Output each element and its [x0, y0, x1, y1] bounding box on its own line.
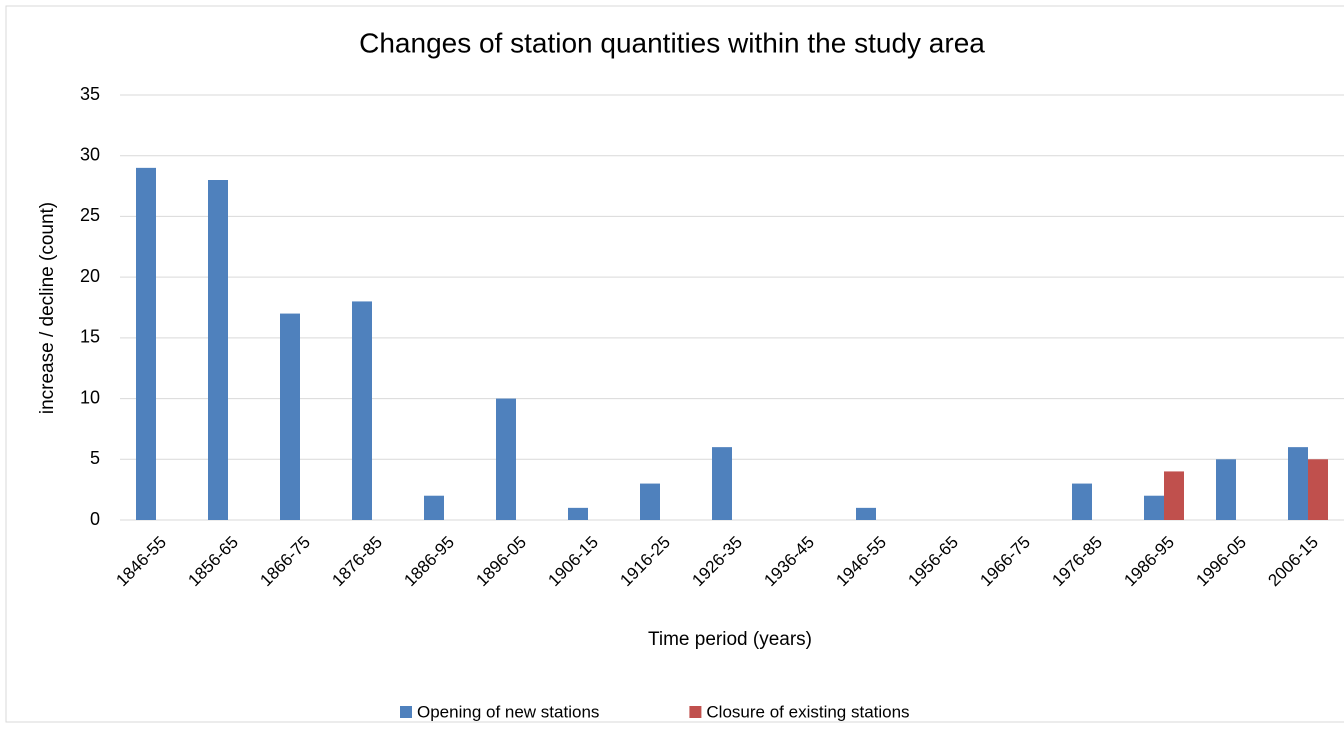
- y-tick-label: 35: [80, 84, 100, 104]
- x-tick-label: 1916-25: [616, 533, 674, 591]
- x-tick-label: 1976-85: [1048, 533, 1106, 591]
- chart-title: Changes of station quantities within the…: [359, 27, 985, 58]
- x-axis-title: Time period (years): [648, 629, 812, 650]
- bar: [352, 301, 372, 520]
- bar: [1308, 459, 1328, 520]
- x-tick-label: 1866-75: [256, 533, 314, 591]
- y-tick-label: 0: [90, 509, 100, 529]
- x-tick-label: 1946-55: [832, 533, 890, 591]
- chart-border: [5, 5, 1344, 723]
- y-tick-label: 30: [80, 144, 100, 164]
- x-tick-label: 1896-05: [472, 533, 530, 591]
- x-tick-label: 1996-05: [1192, 533, 1250, 591]
- x-tick-label: 1986-95: [1120, 533, 1178, 591]
- bar: [1072, 483, 1092, 520]
- y-tick-label: 25: [80, 205, 100, 225]
- x-tick-label: 1966-75: [976, 533, 1034, 591]
- x-tick-label: 1936-45: [760, 533, 818, 591]
- bar: [568, 507, 588, 520]
- y-tick-label: 10: [80, 387, 100, 407]
- legend-label: Closure of existing stations: [706, 702, 909, 721]
- bar: [712, 447, 732, 520]
- bar: [856, 507, 876, 520]
- bar: [1288, 447, 1308, 520]
- x-tick-label: 1906-15: [544, 533, 602, 591]
- x-tick-label: 1846-55: [112, 533, 170, 591]
- bar: [208, 180, 228, 520]
- x-tick-label: 1956-65: [904, 533, 962, 591]
- y-axis-title: increase / decline (count): [37, 202, 58, 414]
- bar: [136, 167, 156, 520]
- y-tick-label: 15: [80, 327, 100, 347]
- x-tick-label: 1856-65: [184, 533, 242, 591]
- legend-swatch: [689, 706, 702, 718]
- bar: [1144, 495, 1164, 520]
- x-tick-label: 1886-95: [400, 533, 458, 591]
- x-tick-label: 1876-85: [328, 533, 386, 591]
- bar: [1164, 471, 1184, 520]
- bar: [496, 398, 516, 520]
- bar: [640, 483, 660, 520]
- legend-label: Opening of new stations: [417, 702, 599, 721]
- bar: [424, 495, 444, 520]
- legend-swatch: [400, 706, 412, 718]
- y-tick-label: 5: [90, 448, 100, 468]
- y-tick-label: 20: [80, 266, 100, 286]
- bar: [1216, 459, 1236, 520]
- x-tick-label: 1926-35: [688, 533, 746, 591]
- bar: [280, 313, 300, 520]
- x-tick-label: 2006-15: [1264, 533, 1322, 591]
